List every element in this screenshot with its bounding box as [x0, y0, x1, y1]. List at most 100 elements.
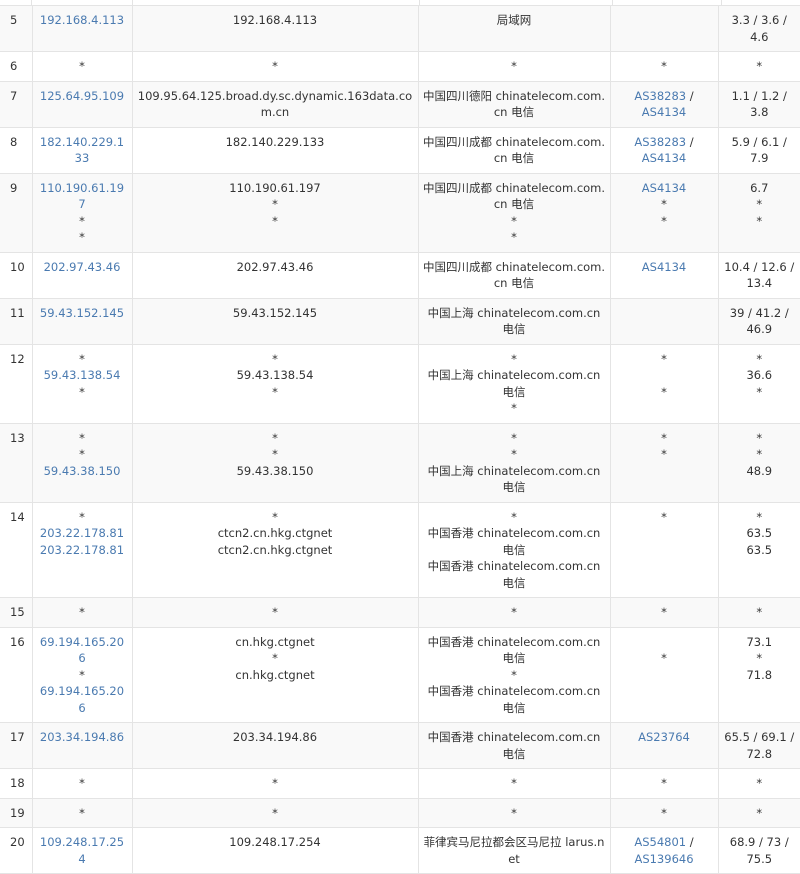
as-timeout: *: [661, 776, 667, 790]
ip-link[interactable]: 69.194.165.206: [39, 634, 125, 666]
as-link[interactable]: AS4134: [641, 259, 687, 274]
ip-cell: 109.248.17.254: [31, 827, 133, 874]
latency: *: [756, 213, 763, 228]
table-row: 17 203.34.194.86 203.34.194.86 中国香港 chinate…: [0, 722, 800, 769]
as-line: *: [615, 446, 714, 463]
hostname-cell: 192.168.4.113: [131, 6, 419, 52]
ip-link[interactable]: 109.248.17.254: [39, 835, 125, 866]
ip-link[interactable]: 182.140.229.133: [39, 134, 125, 166]
latency: 48.9: [746, 463, 773, 478]
ip-timeout: *: [79, 605, 85, 619]
hop-number: 12: [0, 344, 33, 424]
location-cell: 中国四川德阳 chinatelecom.com.cn 电信: [417, 81, 611, 128]
hostname-cell: *: [131, 798, 419, 828]
location-cell: * 中国上海 chinatelecom.com.cn 电信 *: [417, 344, 611, 424]
as-line: *: [615, 509, 714, 526]
ip-timeout: *: [79, 776, 85, 790]
as-timeout: *: [661, 651, 667, 665]
latency: *: [756, 59, 763, 73]
as-link[interactable]: AS38283: [634, 134, 687, 149]
ip-link[interactable]: 125.64.95.109: [39, 88, 125, 103]
location: *: [511, 509, 517, 524]
location: 中国香港 chinatelecom.com.cn 电信: [427, 634, 601, 666]
ip-link[interactable]: 202.97.43.46: [43, 259, 121, 274]
as-line: *: [615, 430, 714, 447]
location: *: [511, 430, 517, 445]
latency-cell: 65.5 / 69.1 / 72.8: [717, 722, 800, 769]
ip-link[interactable]: 203.22.178.81: [39, 542, 125, 557]
latency: 68.9 / 73 / 75.5: [729, 835, 789, 866]
hop-number: 11: [0, 298, 33, 345]
location-cell: 菲律宾马尼拉都会区马尼拉 larus.net: [417, 827, 611, 874]
hostname: *: [272, 213, 278, 228]
table-row: 13 * * 59.43.38.150 * * 59.43.38.150 * * 中国上海 chi…: [0, 423, 800, 503]
ip-link[interactable]: 192.168.4.113: [39, 13, 125, 27]
as-cell: *: [609, 627, 719, 723]
latency: 71.8: [746, 667, 773, 682]
ip-link[interactable]: 59.43.38.150: [43, 463, 121, 478]
latency-cell: 68.9 / 73 / 75.5: [717, 827, 800, 874]
hostname: 59.43.38.150: [236, 463, 314, 478]
location-cell: 中国香港 chinatelecom.com.cn 电信 * 中国香港 chinate…: [417, 627, 611, 723]
ip-timeout: *: [79, 384, 85, 399]
as-link[interactable]: AS4134: [641, 180, 687, 195]
ip-link[interactable]: 203.34.194.86: [39, 730, 125, 744]
as-cell: [609, 298, 719, 345]
table-row: 9 110.190.61.197 * * 110.190.61.197 * * 中国四川成都 …: [0, 173, 800, 253]
location: 菲律宾马尼拉都会区马尼拉 larus.net: [423, 835, 605, 866]
hop-number: 7: [0, 81, 33, 128]
location: 中国四川成都 chinatelecom.com.cn 电信: [422, 134, 606, 166]
ip-timeout: *: [79, 213, 85, 228]
as-line: *: [615, 351, 714, 368]
ip-cell: *: [31, 597, 133, 628]
table-row: 11 59.43.152.145 59.43.152.145 中国上海 chinate…: [0, 298, 800, 345]
as-cell: * *: [609, 423, 719, 503]
table-row: 6 * * * * *: [0, 51, 800, 82]
latency-cell: *: [717, 51, 800, 82]
hostname-cell: * * 59.43.38.150: [131, 423, 419, 503]
table-row: 20 109.248.17.254 109.248.17.254 菲律宾马尼拉都会区马…: [0, 827, 800, 874]
hop-number: 13: [0, 423, 33, 503]
ip-cell: 110.190.61.197 * *: [31, 173, 133, 253]
hostname: 110.190.61.197: [229, 180, 321, 195]
latency: *: [756, 651, 763, 665]
hop-number: 5: [0, 6, 33, 52]
location: *: [511, 59, 517, 73]
hostname: *: [272, 197, 278, 211]
as-link[interactable]: AS4134: [641, 151, 687, 165]
as-timeout: *: [661, 213, 667, 228]
as-link[interactable]: AS4134: [641, 105, 687, 119]
latency-cell: 1.1 / 1.2 / 3.8: [717, 81, 800, 128]
latency-cell: 3.3 / 3.6 / 4.6: [717, 6, 800, 52]
as-link[interactable]: AS54801: [634, 835, 687, 849]
hostname: 202.97.43.46: [236, 259, 314, 274]
location-cell: *: [417, 798, 611, 828]
hostname-cell: 110.190.61.197 * *: [131, 173, 419, 253]
as-line: *: [615, 604, 714, 621]
location: *: [511, 230, 517, 244]
as-line: *: [615, 196, 714, 213]
as-timeout: *: [661, 430, 667, 445]
location-cell: * 中国香港 chinatelecom.com.cn 电信 中国香港 chinate…: [417, 502, 611, 598]
ip-cell: 203.34.194.86: [31, 722, 133, 769]
as-link[interactable]: AS38283: [634, 88, 687, 103]
hop-number: 18: [0, 768, 33, 799]
as-link[interactable]: AS139646: [634, 851, 694, 866]
as-cell: AS23764: [609, 722, 719, 769]
ip-link[interactable]: 203.22.178.81: [39, 526, 125, 540]
location-cell: 中国上海 chinatelecom.com.cn 电信: [417, 298, 611, 345]
hostname: *: [272, 651, 278, 665]
ip-cell: 125.64.95.109: [31, 81, 133, 128]
ip-link[interactable]: 59.43.152.145: [39, 305, 125, 320]
latency: *: [756, 509, 763, 524]
ip-link[interactable]: 59.43.138.54: [43, 368, 121, 382]
ip-link[interactable]: 69.194.165.206: [39, 684, 125, 715]
as-link[interactable]: AS23764: [638, 730, 690, 744]
ip-timeout: *: [79, 351, 85, 366]
table-row: 10 202.97.43.46 202.97.43.46 中国四川成都 chinate…: [0, 252, 800, 299]
hop-number: 14: [0, 502, 33, 598]
as-line: *: [615, 650, 714, 667]
ip-link[interactable]: 110.190.61.197: [39, 180, 125, 212]
ip-cell: 202.97.43.46: [31, 252, 133, 299]
latency-cell: 6.7 * *: [717, 173, 800, 253]
